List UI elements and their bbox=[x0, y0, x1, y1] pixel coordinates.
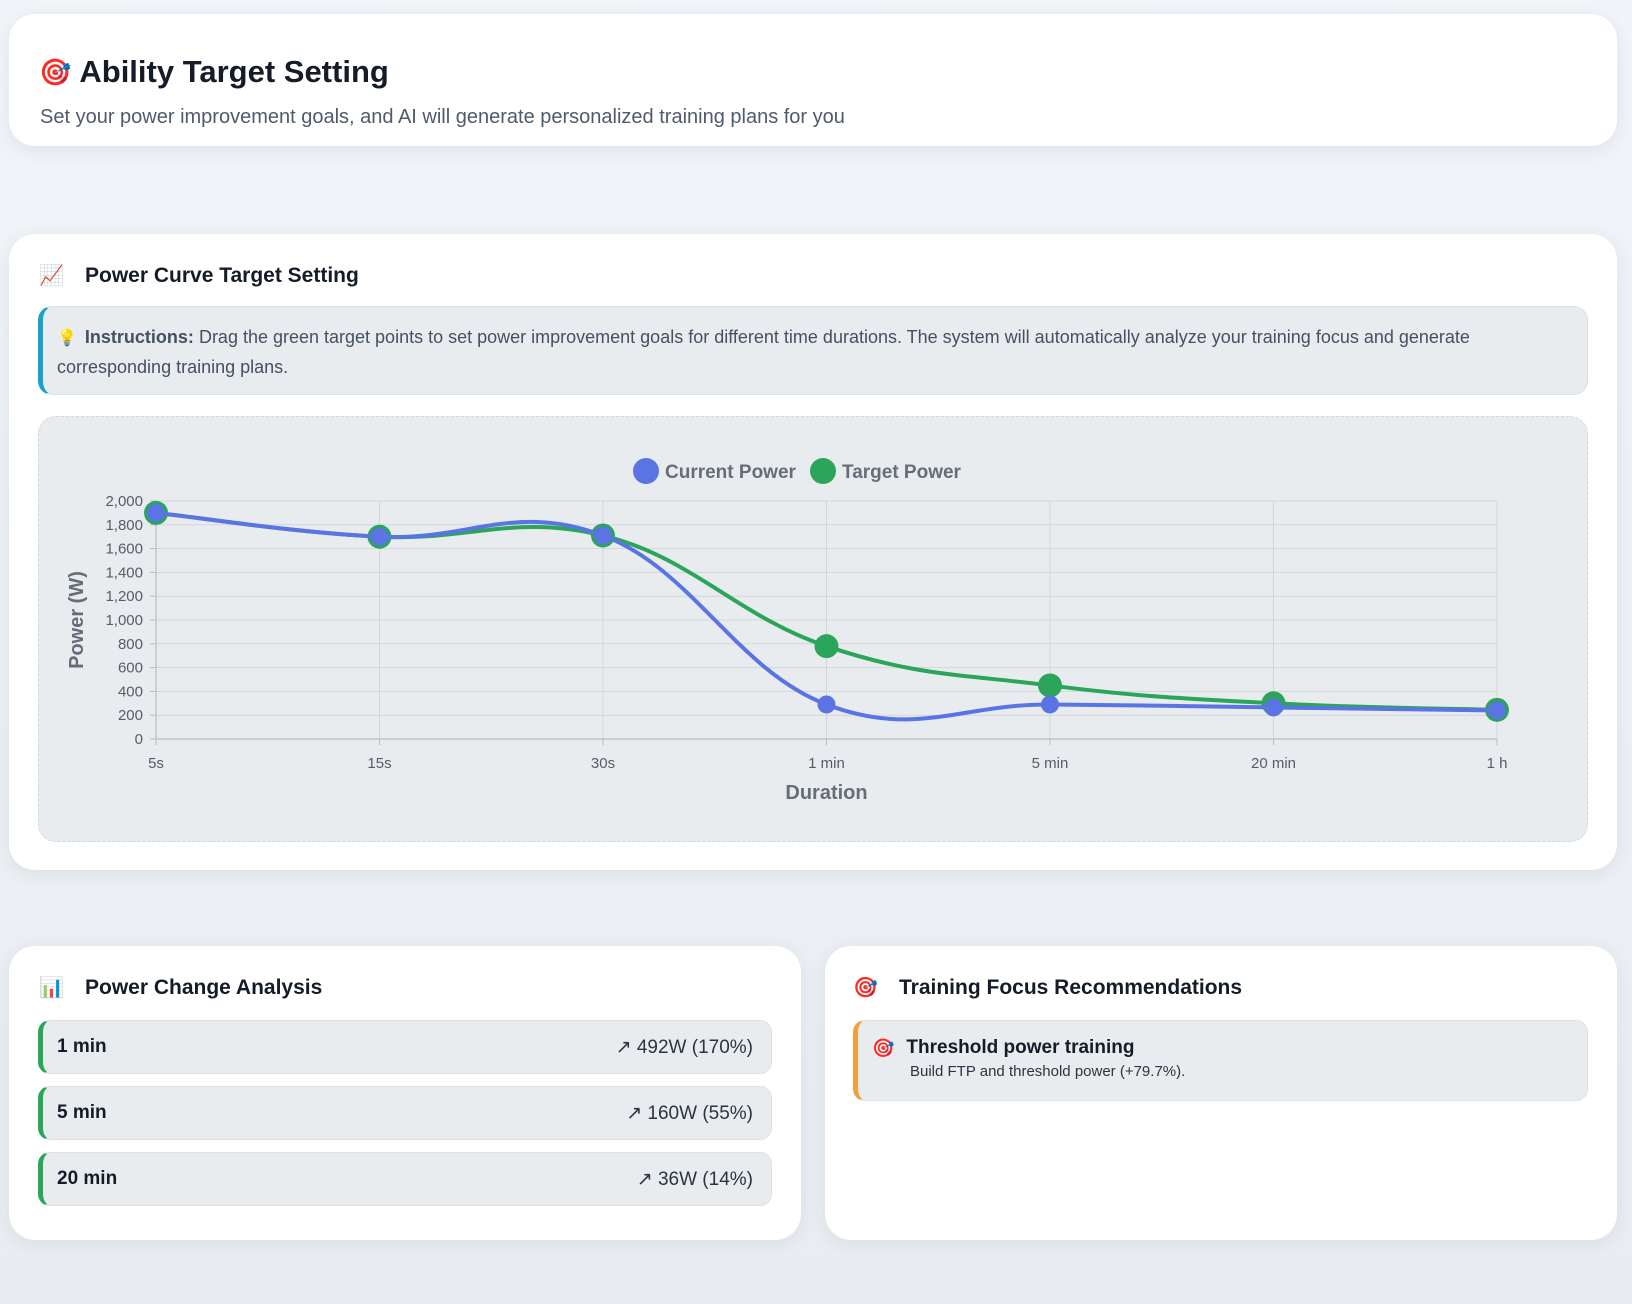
y-tick-label: 0 bbox=[135, 731, 143, 748]
x-tick-label: 1 min bbox=[808, 755, 845, 772]
power-curve-title-text: Power Curve Target Setting bbox=[85, 263, 359, 287]
focus-item-title-text: Threshold power training bbox=[906, 1037, 1135, 1058]
x-tick-label: 20 min bbox=[1251, 755, 1296, 772]
focus-item-title: 🎯 Threshold power training bbox=[872, 1037, 1571, 1059]
change-value: ↗ 36W (14%) bbox=[636, 1168, 753, 1190]
lightbulb-icon: 💡 bbox=[57, 330, 77, 347]
x-tick-label: 5s bbox=[148, 755, 164, 772]
change-value: ↗ 492W (170%) bbox=[615, 1036, 753, 1058]
power-curve-svg: 0 200 400 600 800 1,000 1,200 1,400 1,600 1,800 2,… bbox=[66, 458, 1509, 804]
target-icon: 🎯 bbox=[872, 1037, 895, 1058]
legend-swatch bbox=[633, 458, 659, 484]
focus-title: 🎯 Training Focus Recommendations bbox=[853, 975, 1242, 1000]
bar-chart-icon: 📊 bbox=[39, 977, 64, 999]
current-power-point bbox=[1264, 698, 1283, 717]
page-title: 🎯 Ability Target Setting bbox=[39, 54, 389, 90]
y-axis-title: Power (W) bbox=[66, 571, 88, 669]
current-power-point bbox=[147, 503, 165, 522]
y-tick-label: 1,600 bbox=[105, 541, 143, 558]
training-focus-card: 🎯 Training Focus Recommendations 🎯 Thres… bbox=[825, 946, 1617, 1240]
page-title-text: Ability Target Setting bbox=[79, 54, 389, 89]
change-row-5min: 5 min ↗ 160W (55%) bbox=[38, 1086, 772, 1140]
instructions-box: 💡 Instructions: Drag the green target poi… bbox=[38, 306, 1588, 395]
power-curve-chart: 0 200 400 600 800 1,000 1,200 1,400 1,600 1,800 2,… bbox=[38, 416, 1588, 842]
power-curve-card: 📈 Power Curve Target Setting 💡 Instructio… bbox=[9, 234, 1617, 870]
page-subtitle: Set your power improvement goals, and AI… bbox=[40, 106, 845, 128]
current-power-point bbox=[817, 695, 836, 714]
power-change-analysis-card: 📊 Power Change Analysis 1 min ↗ 492W (17… bbox=[9, 946, 801, 1240]
y-tick-label: 400 bbox=[118, 683, 143, 700]
change-value: ↗ 160W (55%) bbox=[626, 1102, 753, 1124]
x-tick-label: 5 min bbox=[1032, 755, 1069, 772]
current-power-point bbox=[1041, 695, 1059, 714]
y-tick-label: 2,000 bbox=[105, 493, 143, 510]
change-duration: 1 min bbox=[57, 1036, 107, 1057]
change-row-1min: 1 min ↗ 492W (170%) bbox=[38, 1020, 772, 1074]
header-card: 🎯 Ability Target Setting Set your power … bbox=[9, 14, 1617, 146]
x-axis-title: Duration bbox=[785, 782, 867, 804]
focus-item-description: Build FTP and threshold power (+79.7%). bbox=[910, 1063, 1186, 1080]
change-row-20min: 20 min ↗ 36W (14%) bbox=[38, 1152, 772, 1206]
y-tick-label: 1,000 bbox=[105, 612, 143, 629]
y-tick-label: 200 bbox=[118, 707, 143, 724]
legend-label: Target Power bbox=[842, 462, 962, 483]
y-tick-label: 1,800 bbox=[105, 517, 143, 534]
target-icon: 🎯 bbox=[853, 977, 878, 999]
analysis-title: 📊 Power Change Analysis bbox=[39, 975, 322, 1000]
y-tick-label: 1,200 bbox=[105, 588, 143, 605]
legend-swatch bbox=[810, 458, 836, 484]
power-curve-title: 📈 Power Curve Target Setting bbox=[39, 263, 359, 288]
instructions-text: Drag the green target points to set powe… bbox=[57, 327, 1470, 377]
target-icon: 🎯 bbox=[39, 56, 72, 87]
legend-label: Current Power bbox=[665, 462, 797, 483]
x-tick-label: 15s bbox=[367, 755, 391, 772]
target-power-point bbox=[1038, 673, 1062, 698]
y-tick-label: 800 bbox=[118, 636, 143, 653]
analysis-title-text: Power Change Analysis bbox=[85, 975, 323, 999]
focus-title-text: Training Focus Recommendations bbox=[899, 975, 1243, 999]
change-duration: 5 min bbox=[57, 1102, 107, 1123]
x-tick-label: 30s bbox=[591, 755, 615, 772]
change-duration: 20 min bbox=[57, 1168, 118, 1189]
y-tick-label: 1,400 bbox=[105, 564, 143, 581]
current-power-point bbox=[370, 527, 389, 546]
x-tick-label: 1 h bbox=[1487, 755, 1508, 772]
y-tick-label: 600 bbox=[118, 660, 143, 677]
chart-increasing-icon: 📈 bbox=[39, 265, 64, 287]
target-power-point bbox=[814, 634, 839, 659]
current-power-point bbox=[1488, 701, 1506, 720]
focus-item: 🎯 Threshold power training Build FTP and… bbox=[853, 1020, 1588, 1101]
instructions-label: Instructions: bbox=[84, 327, 194, 347]
current-power-point bbox=[594, 526, 612, 545]
